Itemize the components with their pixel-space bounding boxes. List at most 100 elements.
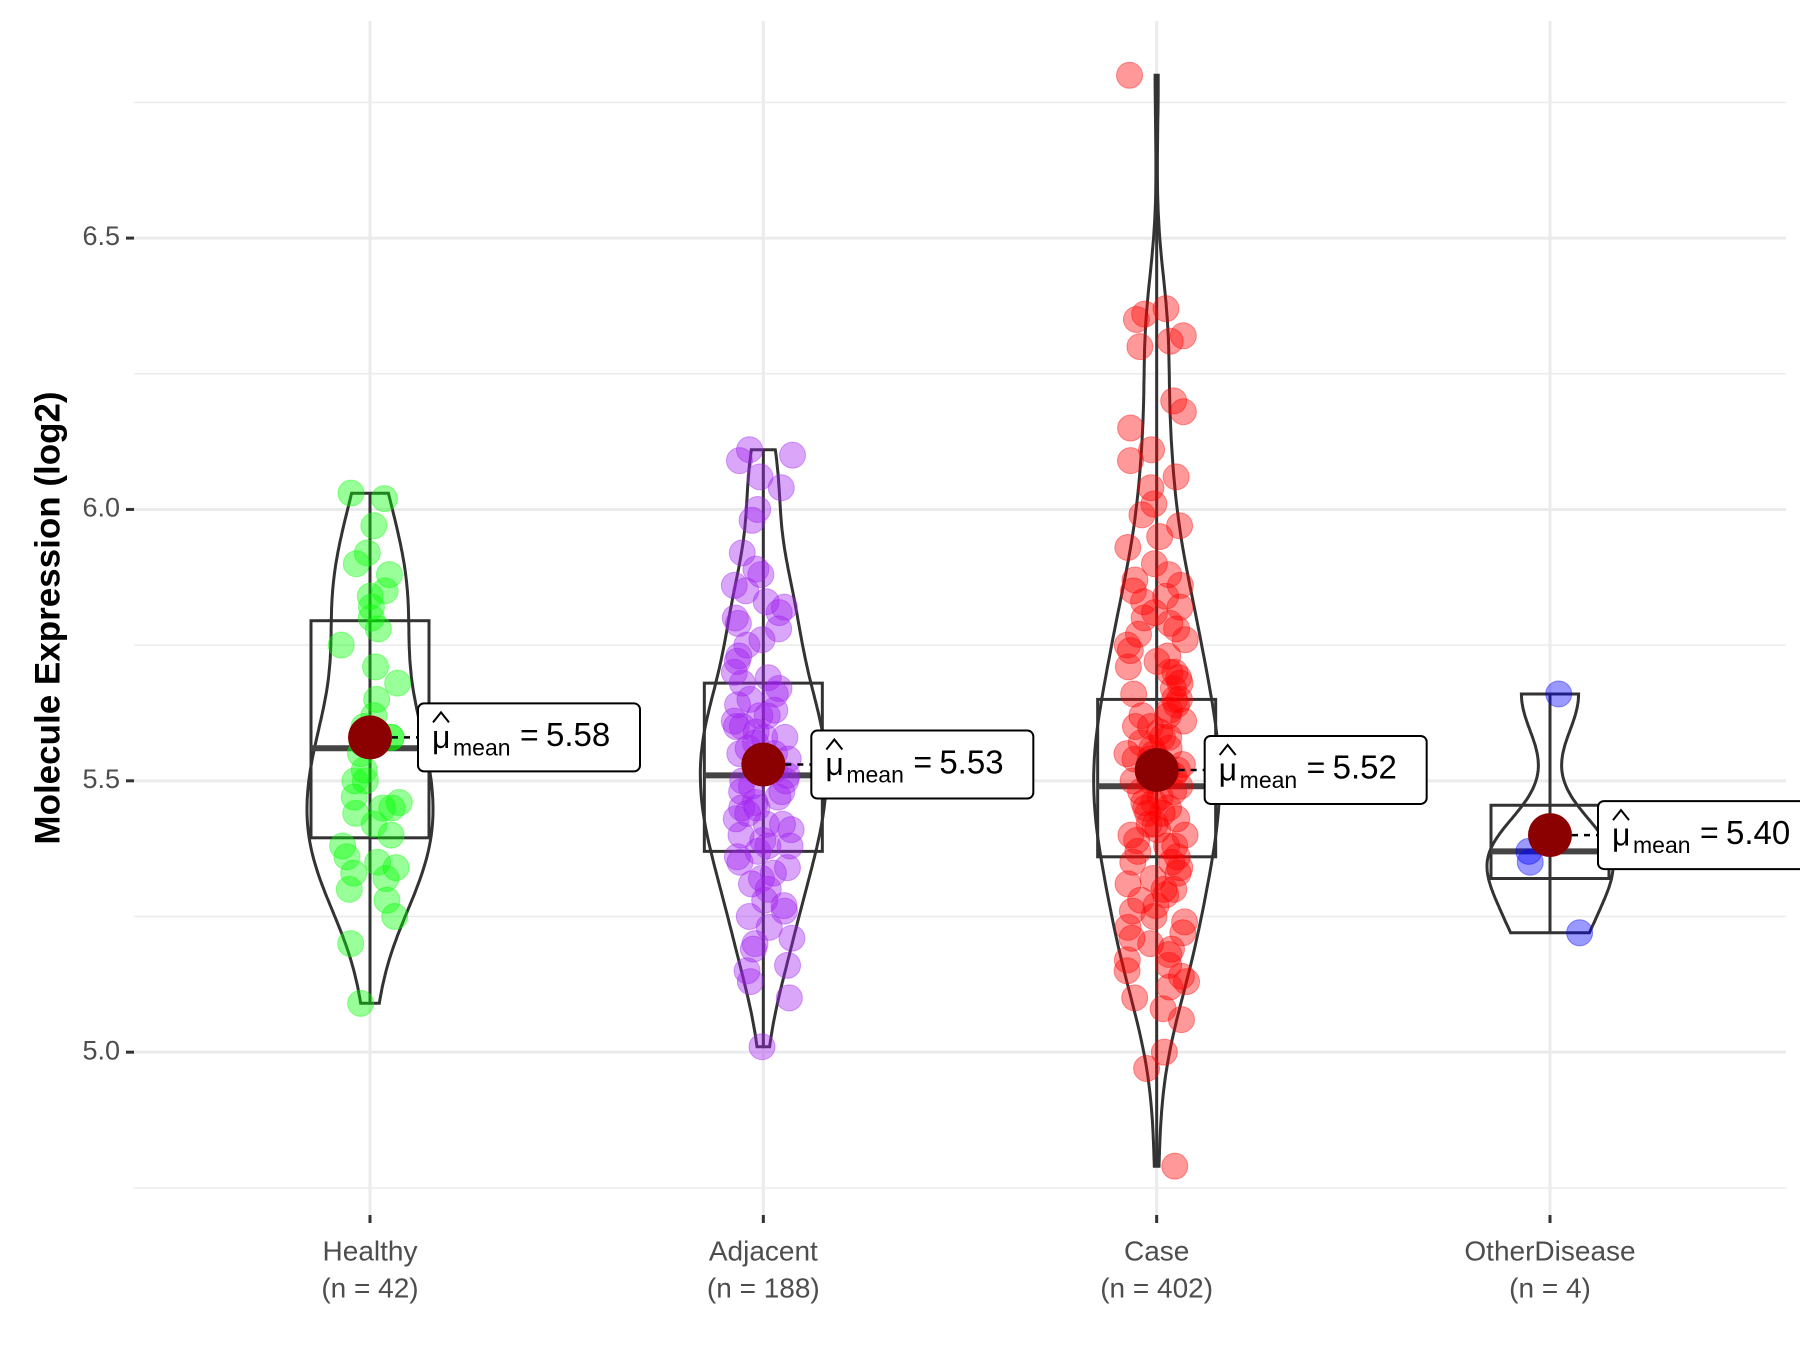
data-point bbox=[1156, 973, 1184, 1001]
data-point bbox=[329, 832, 357, 860]
data-point bbox=[1124, 837, 1152, 865]
data-point bbox=[775, 984, 803, 1012]
x-tick-label: Adjacent bbox=[709, 1235, 818, 1266]
mean-subscript: mean bbox=[1633, 832, 1691, 858]
data-point bbox=[746, 463, 774, 491]
data-point bbox=[1166, 512, 1194, 540]
data-point bbox=[1144, 816, 1172, 844]
data-point bbox=[1152, 582, 1180, 610]
data-point bbox=[1158, 848, 1186, 876]
data-point bbox=[747, 561, 775, 589]
data-point bbox=[765, 615, 793, 643]
data-point bbox=[1130, 588, 1158, 616]
data-point bbox=[765, 599, 793, 627]
data-point bbox=[1163, 691, 1191, 719]
data-point bbox=[1173, 968, 1201, 996]
mean-symbol: μ bbox=[1612, 817, 1630, 853]
data-point bbox=[755, 913, 783, 941]
mean-label: 5.58 bbox=[546, 716, 610, 753]
data-point bbox=[340, 783, 368, 811]
data-point bbox=[1123, 827, 1151, 855]
data-point bbox=[748, 1033, 776, 1061]
data-point bbox=[1137, 474, 1165, 502]
data-point bbox=[341, 767, 369, 795]
data-point bbox=[364, 848, 392, 876]
data-point bbox=[1128, 501, 1156, 529]
data-point bbox=[1154, 702, 1182, 730]
y-tick-label: 6.0 bbox=[82, 493, 120, 523]
data-point bbox=[734, 799, 762, 827]
data-point bbox=[1153, 832, 1181, 860]
data-point bbox=[357, 593, 385, 621]
data-point bbox=[1140, 550, 1168, 578]
data-point bbox=[1163, 805, 1191, 833]
data-point bbox=[1121, 566, 1149, 594]
data-point bbox=[1148, 799, 1176, 827]
data-point bbox=[333, 843, 361, 871]
data-point bbox=[1117, 447, 1145, 475]
data-point bbox=[1140, 903, 1168, 930]
mean-subscript: mean bbox=[846, 762, 904, 788]
data-point bbox=[1130, 604, 1158, 632]
data-point bbox=[340, 859, 368, 887]
data-point bbox=[1150, 875, 1178, 903]
data-point bbox=[764, 783, 792, 811]
data-point bbox=[770, 892, 798, 920]
mean-label: 5.40 bbox=[1726, 814, 1790, 851]
data-point bbox=[754, 664, 782, 692]
data-point bbox=[723, 843, 751, 871]
data-point bbox=[1566, 919, 1594, 947]
data-point bbox=[342, 799, 370, 827]
data-point bbox=[732, 577, 760, 605]
data-point bbox=[385, 789, 413, 817]
mean-label: 5.53 bbox=[939, 743, 1003, 780]
data-point bbox=[1125, 620, 1153, 648]
data-point bbox=[1127, 886, 1155, 914]
data-point bbox=[375, 561, 403, 589]
data-point bbox=[364, 615, 392, 643]
data-point bbox=[1155, 940, 1183, 968]
data-point bbox=[1155, 723, 1183, 751]
mean-operator: = bbox=[1307, 749, 1326, 785]
data-point bbox=[741, 930, 769, 958]
data-point bbox=[776, 832, 804, 860]
y-tick-label: 5.5 bbox=[82, 764, 120, 794]
data-point bbox=[1165, 685, 1193, 713]
x-tick-count: (n = 42) bbox=[321, 1272, 418, 1303]
data-point bbox=[754, 832, 782, 860]
data-point bbox=[371, 577, 399, 605]
data-point bbox=[778, 924, 806, 952]
violin bbox=[305, 491, 435, 1005]
x-tick-label: OtherDisease bbox=[1464, 1235, 1635, 1266]
data-point bbox=[759, 859, 787, 887]
data-point bbox=[1137, 930, 1165, 958]
data-point bbox=[725, 447, 753, 475]
mean-hat bbox=[1612, 808, 1630, 821]
data-point bbox=[337, 479, 365, 507]
data-point bbox=[1156, 696, 1184, 724]
data-point bbox=[353, 539, 381, 567]
data-point bbox=[1134, 799, 1162, 827]
data-point bbox=[1113, 631, 1141, 659]
data-point bbox=[1156, 658, 1184, 686]
data-point bbox=[767, 474, 795, 502]
data-point bbox=[1143, 647, 1171, 675]
data-point bbox=[1131, 300, 1159, 328]
data-point bbox=[720, 571, 748, 599]
data-point bbox=[342, 550, 370, 578]
data-point bbox=[369, 794, 397, 822]
mean-symbol: μ bbox=[1219, 751, 1237, 787]
data-point bbox=[362, 653, 390, 681]
data-point bbox=[768, 778, 796, 806]
mean-operator: = bbox=[520, 717, 539, 753]
data-point bbox=[739, 935, 767, 963]
mean-operator: = bbox=[1700, 815, 1719, 851]
mean-symbol: μ bbox=[825, 746, 843, 782]
data-point bbox=[1167, 962, 1195, 990]
data-point bbox=[1121, 713, 1149, 741]
data-point bbox=[1167, 1006, 1195, 1034]
data-point bbox=[1146, 718, 1174, 746]
data-point bbox=[1171, 908, 1199, 936]
data-point bbox=[1114, 653, 1142, 681]
